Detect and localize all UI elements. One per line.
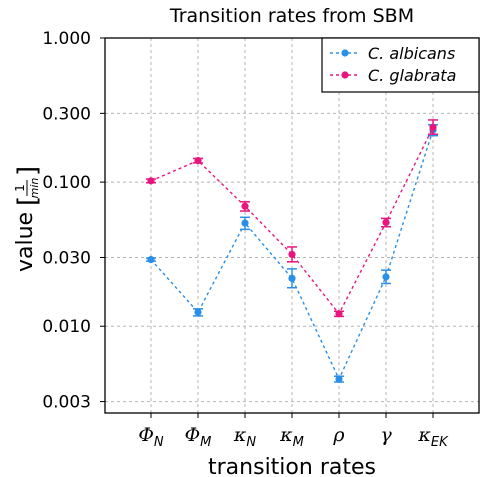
y-axis-label: value	[13, 212, 38, 272]
y-unit-bracket-right: ]	[13, 166, 43, 176]
data-point	[382, 218, 390, 227]
data-point	[241, 219, 249, 227]
legend: C. albicans C. glabrata	[321, 37, 480, 93]
data-point	[288, 250, 296, 259]
data-point	[147, 255, 155, 264]
data-point	[194, 157, 202, 165]
y-tick-label: 1.000	[42, 29, 91, 49]
legend-box	[321, 37, 480, 93]
x-tick-label: κEK	[417, 424, 449, 450]
y-axis-label-group: value [ 1 min ]	[13, 166, 43, 272]
legend-marker	[341, 49, 349, 57]
x-tick-label: ρ	[332, 424, 345, 446]
y-tick-label: 0.010	[42, 317, 91, 337]
x-tick-label: κN	[233, 424, 256, 450]
legend-label: C. albicans	[368, 44, 455, 63]
plot-frame	[104, 37, 480, 414]
y-unit-denominator: min	[28, 178, 41, 199]
data-point	[382, 273, 390, 281]
x-tick-label: ΦN	[138, 424, 164, 450]
y-tick-label: 0.300	[42, 104, 91, 124]
legend-label: C. glabrata	[368, 66, 456, 85]
x-tick-label: ΦM	[185, 424, 212, 450]
y-tick-label: 0.100	[42, 173, 91, 193]
legend-marker	[341, 71, 349, 79]
chart-title: Transition rates from SBM	[169, 5, 414, 27]
series-layer	[146, 119, 438, 383]
y-unit-numerator: 1	[13, 184, 27, 192]
data-point	[194, 308, 202, 316]
x-tick-label: κM	[279, 424, 304, 450]
x-axis-ticks: ΦN ΦM κN κM ρ γ κEK	[138, 413, 449, 450]
data-point	[335, 375, 343, 383]
y-axis-ticks: 1.000 0.300 0.100 0.030 0.010 0.003	[42, 29, 105, 413]
legend-entries: C. albicans C. glabrata	[330, 44, 456, 85]
y-unit-bracket-left: [	[13, 196, 43, 206]
x-axis-label: transition rates	[208, 455, 376, 477]
data-point	[429, 123, 437, 131]
grid-layer	[105, 37, 479, 413]
data-point	[147, 177, 155, 185]
y-tick-label: 0.003	[42, 393, 91, 413]
data-point	[288, 274, 296, 282]
series-2	[146, 119, 438, 318]
data-point	[335, 310, 343, 318]
x-tick-label: γ	[380, 424, 392, 446]
y-tick-label: 0.030	[42, 248, 91, 268]
data-point	[241, 202, 249, 210]
